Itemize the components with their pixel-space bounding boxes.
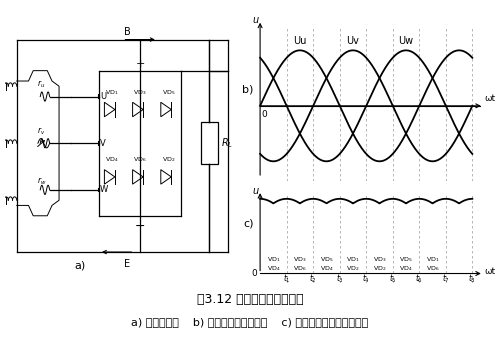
Text: 0: 0 [261,110,267,119]
Text: 0: 0 [252,269,257,278]
Text: VD$_5$: VD$_5$ [399,255,413,264]
Text: W: W [100,186,108,194]
Text: VD$_4$: VD$_4$ [320,264,333,273]
Text: $R_L$: $R_L$ [221,136,234,150]
Text: a) 整流电路图    b) 三相绕组电压波形图    c) 整流后发电机输出波形图: a) 整流电路图 b) 三相绕组电压波形图 c) 整流后发电机输出波形图 [132,317,368,327]
Text: E: E [124,258,130,269]
Text: ωt: ωt [484,94,496,103]
Text: VD$_3$: VD$_3$ [134,88,147,97]
Text: VD$_4$: VD$_4$ [399,264,413,273]
Text: VD$_1$: VD$_1$ [426,255,440,264]
Text: VD$_1$: VD$_1$ [266,255,280,264]
Text: $r_w$: $r_w$ [36,176,46,187]
Text: $r_u$: $r_u$ [38,78,46,90]
Text: u: u [252,186,259,196]
Text: Uu: Uu [293,36,306,46]
Text: VD$_3$: VD$_3$ [372,255,386,264]
Text: $r_v$: $r_v$ [37,125,46,137]
Text: +: + [136,59,145,69]
Text: $t_8$: $t_8$ [468,272,476,284]
Text: VD$_3$: VD$_3$ [293,255,306,264]
Text: b): b) [242,84,254,94]
Bar [201,122,218,164]
Text: VD$_6$: VD$_6$ [134,155,147,164]
Text: VD$_4$: VD$_4$ [266,264,280,273]
Text: $t_1$: $t_1$ [282,272,290,284]
Text: 图3.12 交流发电机整流原理: 图3.12 交流发电机整流原理 [196,293,304,306]
Text: V: V [100,139,106,148]
Text: VD$_6$: VD$_6$ [293,264,306,273]
Text: Uw: Uw [398,36,413,46]
Text: $t_2$: $t_2$ [309,272,317,284]
Text: VD$_5$: VD$_5$ [162,88,175,97]
Text: VD$_6$: VD$_6$ [426,264,440,273]
Text: VD$_2$: VD$_2$ [162,155,175,164]
Text: Uv: Uv [346,36,360,46]
Text: a): a) [74,260,86,270]
Text: $t_4$: $t_4$ [362,272,370,284]
Text: VD$_5$: VD$_5$ [320,255,333,264]
Text: $t_3$: $t_3$ [336,272,344,284]
Text: VD$_2$: VD$_2$ [346,264,360,273]
Text: $t_7$: $t_7$ [442,272,450,284]
Text: VD$_1$: VD$_1$ [105,88,118,97]
Text: $t_6$: $t_6$ [415,272,424,284]
Text: ωt: ωt [484,267,496,276]
Text: VD$_4$: VD$_4$ [105,155,118,164]
Text: −: − [135,220,145,233]
Text: $t_5$: $t_5$ [389,272,396,284]
Text: B: B [124,27,130,37]
Text: u: u [252,15,259,25]
Text: VD$_1$: VD$_1$ [346,255,360,264]
Text: U: U [100,92,106,101]
Text: c): c) [244,219,254,228]
Text: VD$_2$: VD$_2$ [372,264,386,273]
